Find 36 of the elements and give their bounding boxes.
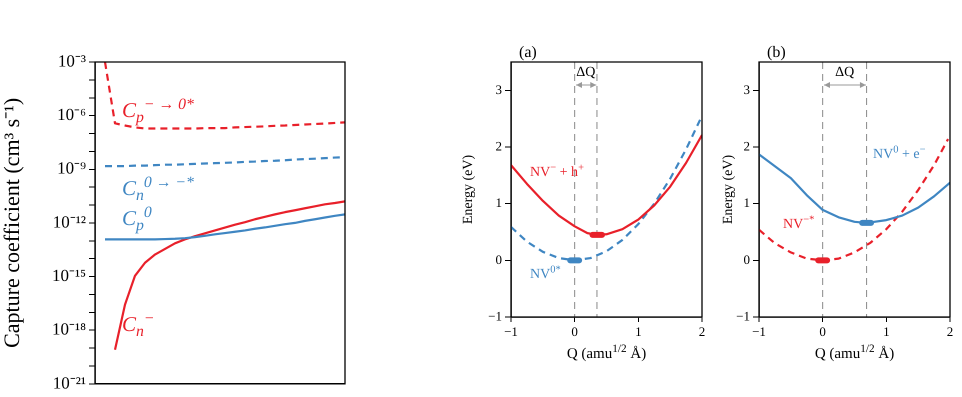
x-tick-label: 1 xyxy=(883,324,890,340)
y-tick-label: 0 xyxy=(744,252,750,267)
y-tick-label: 10⁻⁹ xyxy=(57,158,86,178)
y-tick-label: −1 xyxy=(736,308,750,324)
x-axis-title: Q (amu$^{1/2}$ Å) xyxy=(814,343,894,362)
annotation: ΔQ xyxy=(835,65,854,80)
series-label: NV$^{−}$ + h$^{+}$ xyxy=(530,162,584,180)
y-tick-label: 10⁻⁶ xyxy=(57,105,86,124)
y-tick-label: 2 xyxy=(496,138,502,154)
y-tick-label: 10⁻²¹ xyxy=(52,373,86,392)
y-axis-title: Energy (eV) xyxy=(461,154,476,224)
y-tick-label: 1 xyxy=(496,195,502,210)
annotation: ΔQ xyxy=(576,65,596,80)
x-tick-label: 2 xyxy=(698,324,706,340)
x-tick-label: 0 xyxy=(571,324,578,340)
y-tick-label: 3 xyxy=(496,82,502,97)
chart-title: (b) xyxy=(767,44,786,61)
y-tick-label: 1 xyxy=(744,195,750,210)
y-axis-title: Capture coefficient (cm³ s⁻¹) xyxy=(0,98,24,348)
y-tick-label: 10⁻¹⁵ xyxy=(52,266,86,285)
y-tick-label: 10⁻¹² xyxy=(52,212,86,232)
y-tick-label: 10⁻¹⁸ xyxy=(52,320,86,339)
x-tick-label: 1 xyxy=(635,324,642,340)
y-tick-label: −1 xyxy=(488,308,502,324)
y-tick-label: 10⁻³ xyxy=(58,51,86,70)
y-tick-label: 3 xyxy=(744,82,750,97)
x-tick-label: 0 xyxy=(819,324,826,340)
text: NV$^{0}$ + e$^{−}$ xyxy=(873,144,926,162)
x-tick-label: 2 xyxy=(946,324,954,340)
series-label: NV$^{−*}$ xyxy=(783,214,814,232)
y-axis-title: Energy (eV) xyxy=(721,154,736,224)
y-tick-label: 0 xyxy=(496,252,502,267)
y-tick-label: 2 xyxy=(744,138,750,154)
x-axis-title: Q (amu$^{1/2}$ Å) xyxy=(566,343,646,362)
chart-title: (a) xyxy=(519,44,537,61)
series-label: NV$^{0*}$ xyxy=(530,264,561,282)
